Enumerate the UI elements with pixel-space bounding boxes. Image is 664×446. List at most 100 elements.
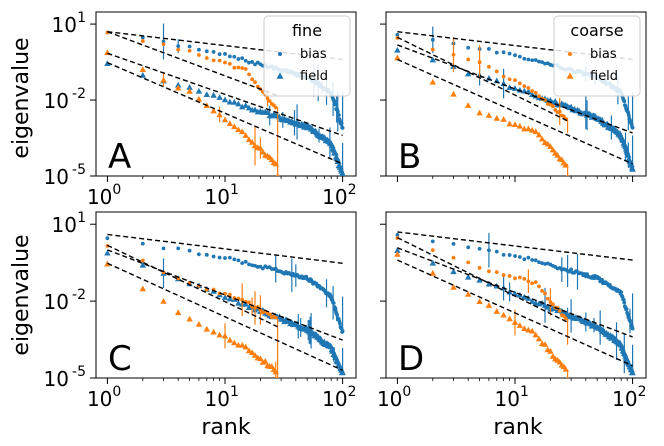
marker-coarse-bias [550, 302, 555, 307]
marker-coarse-bias [522, 276, 527, 281]
marker-fine-field [476, 276, 483, 283]
marker-coarse-field [525, 326, 532, 333]
marker-coarse-bias [543, 98, 547, 102]
y-tick-label-exp: 1 [77, 210, 86, 226]
x-tick-label-exp: 1 [230, 182, 239, 198]
x-tick-label-exp: 2 [348, 384, 357, 400]
marker-coarse-bias [250, 77, 254, 82]
marker-fine-field [429, 56, 436, 63]
panel-label: A [108, 137, 131, 177]
legend-entry: bias [300, 47, 327, 62]
marker-fine-bias [537, 59, 541, 64]
x-tick-label-exp: 2 [638, 384, 647, 400]
data-layer [104, 233, 346, 378]
marker-coarse-field [226, 120, 234, 127]
marker-fine-field [485, 280, 493, 287]
marker-coarse-bias [561, 114, 566, 119]
marker-fine-bias [250, 60, 254, 64]
marker-coarse-bias [550, 104, 555, 109]
marker-fine-bias [513, 254, 517, 258]
fit-line [107, 262, 343, 371]
marker-coarse-field [547, 348, 554, 354]
marker-fine-bias [243, 259, 248, 264]
marker-coarse-field [216, 331, 223, 338]
x-tick-label: 10 [495, 387, 520, 411]
marker-fine-bias [533, 258, 538, 263]
marker-fine-bias [240, 56, 245, 61]
marker-coarse-field [175, 84, 182, 91]
marker-fine-field [195, 87, 203, 94]
legend-title: fine [292, 21, 322, 40]
panel-label: C [108, 339, 132, 379]
marker-fine-field [552, 98, 559, 104]
marker-fine-bias [187, 44, 192, 49]
marker-fine-field [465, 273, 472, 280]
marker-coarse-field [262, 358, 269, 364]
marker-coarse-field [500, 311, 507, 318]
marker-coarse-field [251, 352, 259, 358]
marker-coarse-bias [247, 300, 251, 305]
y-tick-label-exp: -5 [72, 364, 86, 380]
x-tick-label: 10 [612, 387, 637, 411]
marker-coarse-field [535, 131, 543, 138]
x-tick-label-exp: 1 [520, 384, 529, 400]
marker-coarse-field [186, 315, 193, 322]
marker-fine-field [525, 88, 532, 94]
marker-coarse-bias [526, 86, 531, 90]
marker-fine-field [528, 298, 536, 304]
marker-coarse-bias [494, 69, 499, 74]
marker-coarse-bias [540, 288, 544, 293]
marker-coarse-bias [530, 89, 535, 93]
marker-coarse-field [394, 54, 401, 61]
marker-coarse-bias [513, 276, 517, 281]
marker-fine-field [521, 293, 528, 300]
marker-coarse-field [525, 125, 532, 132]
marker-coarse-field [195, 95, 203, 102]
x-tick-label: 10 [205, 185, 230, 209]
y-tick-label: 10 [52, 13, 77, 37]
marker-fine-bias [331, 301, 336, 305]
fit-line [397, 44, 633, 134]
marker-fine-bias [247, 60, 251, 65]
marker-fine-bias [395, 32, 400, 37]
panel-D: 10 0 10 1 10 2D [377, 211, 647, 411]
marker-fine-field [104, 249, 111, 256]
marker-fine-field [332, 150, 339, 156]
marker-fine-field [245, 104, 253, 111]
marker-coarse-field [528, 126, 536, 133]
marker-coarse-bias [227, 61, 232, 66]
marker-fine-bias [335, 313, 340, 317]
marker-coarse-field [160, 297, 167, 304]
marker-coarse-field [535, 335, 543, 342]
x-tick-label: 10 [205, 387, 230, 411]
marker-coarse-field [506, 120, 513, 127]
y-tick-label-exp: -2 [72, 86, 86, 102]
fit-line [397, 247, 633, 338]
marker-coarse-field [394, 251, 401, 257]
marker-fine-bias [533, 58, 538, 62]
ylabel-bottom: eigenvalue [9, 234, 34, 355]
marker-coarse-field [516, 322, 524, 328]
marker-fine-field [235, 100, 242, 107]
marker-fine-bias [530, 58, 535, 63]
marker-coarse-field [186, 87, 193, 94]
marker-coarse-bias [517, 275, 522, 280]
marker-fine-bias [338, 321, 342, 326]
marker-fine-bias [140, 241, 145, 246]
marker-coarse-bias [267, 312, 272, 317]
x-tick-label-exp: 2 [348, 182, 357, 198]
marker-fine-bias [626, 113, 631, 118]
marker-coarse-field [257, 355, 264, 362]
marker-fine-bias [105, 236, 110, 241]
y-tick-label-exp: 1 [77, 10, 86, 26]
marker-fine-bias [466, 245, 471, 250]
marker-fine-bias [211, 254, 216, 259]
marker-coarse-bias [430, 248, 435, 252]
marker-fine-field [394, 247, 401, 253]
marker-coarse-bias [197, 53, 201, 57]
marker-coarse-bias [501, 74, 506, 79]
marker-coarse-field [549, 146, 557, 153]
marker-coarse-bias [466, 260, 471, 265]
marker-fine-bias [517, 54, 522, 59]
marker-coarse-bias [522, 84, 527, 89]
